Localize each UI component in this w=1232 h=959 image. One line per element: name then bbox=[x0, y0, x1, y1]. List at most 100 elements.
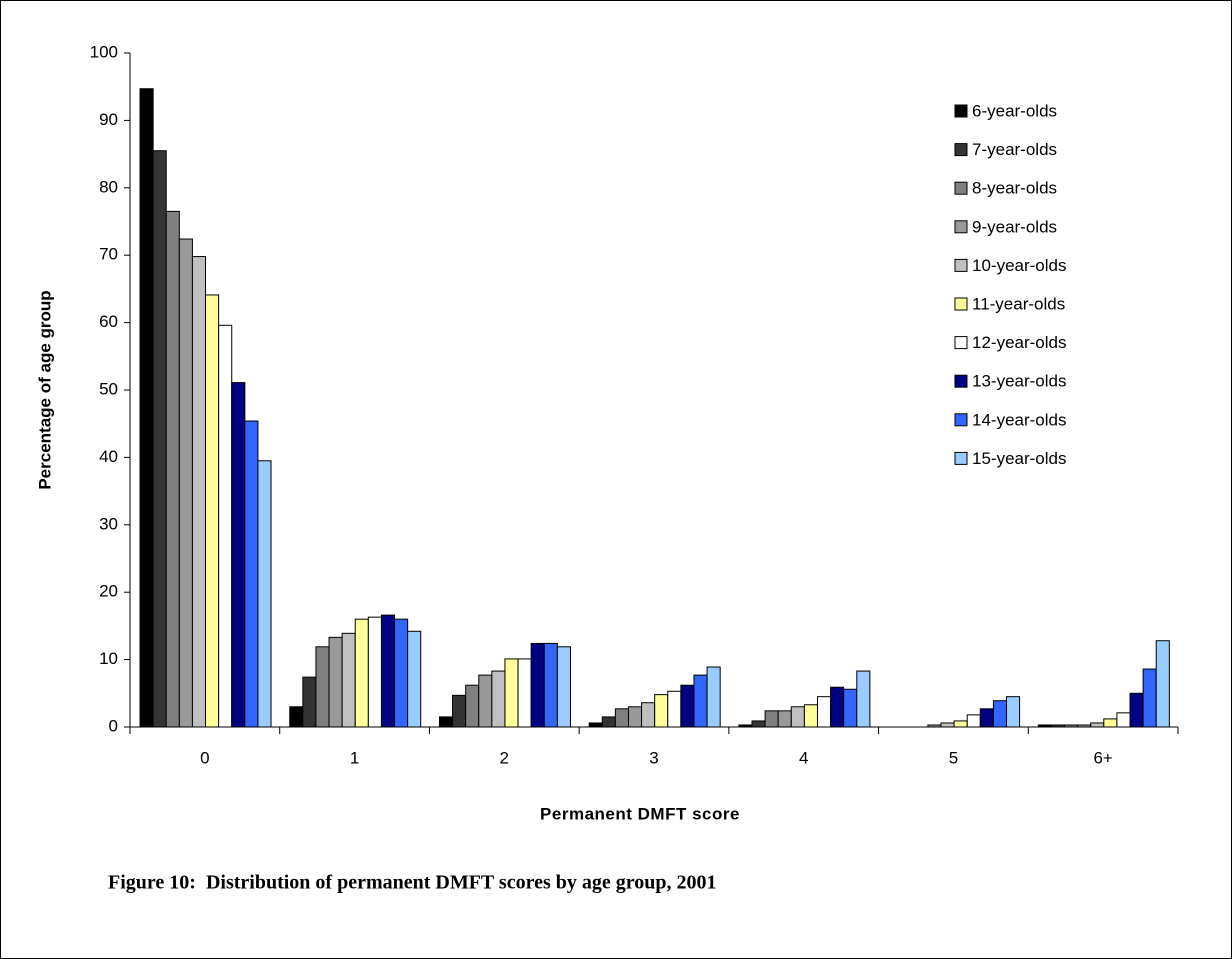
legend-label: 14-year-olds bbox=[972, 410, 1067, 429]
bar bbox=[380, 614, 396, 728]
x-tick-label: 1 bbox=[350, 748, 359, 767]
bar bbox=[504, 658, 519, 728]
bar bbox=[244, 420, 259, 728]
y-tick-label: 30 bbox=[99, 514, 118, 533]
y-tick-label: 10 bbox=[99, 649, 118, 668]
bar bbox=[979, 708, 994, 728]
bar bbox=[992, 700, 1008, 728]
bar bbox=[394, 618, 409, 728]
legend-label: 15-year-olds bbox=[972, 449, 1067, 468]
bar bbox=[165, 210, 180, 728]
x-tick-label: 0 bbox=[200, 748, 209, 767]
legend-label: 13-year-olds bbox=[972, 372, 1067, 391]
bar bbox=[231, 382, 246, 728]
bar bbox=[530, 642, 545, 728]
bar bbox=[856, 670, 871, 728]
bar bbox=[816, 696, 832, 728]
bar bbox=[614, 708, 629, 728]
bar bbox=[680, 684, 695, 728]
y-tick-label: 50 bbox=[99, 379, 118, 398]
y-tick-label: 0 bbox=[109, 716, 118, 735]
y-tick-label: 100 bbox=[90, 42, 118, 61]
bar bbox=[1006, 696, 1021, 728]
bar bbox=[152, 150, 167, 728]
legend-label: 12-year-olds bbox=[972, 333, 1067, 352]
legend-label: 7-year-olds bbox=[972, 140, 1057, 159]
bar bbox=[407, 630, 422, 728]
bar bbox=[803, 704, 818, 728]
y-tick-label: 40 bbox=[99, 447, 118, 466]
bar bbox=[191, 256, 207, 728]
legend-swatch bbox=[954, 451, 968, 465]
bar bbox=[764, 710, 779, 728]
bar bbox=[667, 690, 682, 728]
legend-swatch bbox=[954, 413, 968, 427]
legend-swatch bbox=[954, 220, 968, 234]
bar bbox=[517, 658, 532, 728]
bar bbox=[953, 720, 968, 728]
bar bbox=[830, 686, 845, 728]
legend-swatch bbox=[954, 297, 968, 311]
bar bbox=[654, 694, 669, 728]
y-tick-label: 20 bbox=[99, 582, 118, 601]
bar bbox=[139, 88, 154, 728]
bar bbox=[465, 684, 480, 728]
bar bbox=[438, 716, 454, 728]
bar bbox=[302, 676, 317, 728]
bar bbox=[341, 632, 356, 728]
legend-label: 8-year-olds bbox=[972, 179, 1057, 198]
legend-swatch bbox=[954, 336, 968, 350]
bar bbox=[367, 616, 382, 728]
legend-swatch bbox=[954, 374, 968, 388]
bar bbox=[452, 694, 467, 728]
bar bbox=[940, 722, 955, 728]
bar bbox=[641, 702, 656, 728]
bar bbox=[556, 646, 571, 728]
bar bbox=[706, 666, 721, 728]
legend-swatch bbox=[954, 258, 968, 272]
y-tick-label: 80 bbox=[99, 177, 118, 196]
bar bbox=[491, 670, 506, 728]
x-tick-label: 2 bbox=[500, 748, 509, 767]
bar bbox=[1116, 712, 1131, 728]
bar bbox=[1090, 722, 1105, 728]
x-tick-label: 5 bbox=[949, 748, 958, 767]
legend-label: 10-year-olds bbox=[972, 256, 1067, 275]
x-tick-label: 3 bbox=[649, 748, 658, 767]
legend-swatch bbox=[954, 143, 968, 157]
bar bbox=[328, 636, 343, 728]
bar bbox=[478, 674, 493, 728]
legend-swatch bbox=[954, 104, 968, 118]
bar bbox=[289, 706, 304, 728]
y-axis-title: Percentage of age group bbox=[35, 290, 54, 489]
x-tick-label: 4 bbox=[799, 748, 808, 767]
bar bbox=[1155, 640, 1170, 728]
bar bbox=[966, 714, 981, 728]
bar bbox=[257, 460, 272, 728]
bar bbox=[843, 688, 858, 728]
caption: Figure 10: Distribution of permanent DMF… bbox=[108, 872, 717, 894]
legend-label: 9-year-olds bbox=[972, 217, 1057, 236]
y-tick-label: 70 bbox=[99, 245, 118, 264]
bar bbox=[601, 716, 616, 728]
bar bbox=[751, 720, 766, 728]
bar bbox=[627, 706, 643, 728]
legend-swatch bbox=[954, 181, 968, 195]
bar bbox=[588, 722, 603, 728]
bar bbox=[790, 706, 805, 728]
legend-label: 6-year-olds bbox=[972, 101, 1057, 120]
bar bbox=[315, 646, 330, 728]
y-tick-label: 60 bbox=[99, 312, 118, 331]
x-axis-title: Permanent DMFT score bbox=[540, 804, 740, 823]
bar bbox=[693, 674, 708, 728]
bar bbox=[218, 324, 233, 728]
legend-label: 11-year-olds bbox=[972, 294, 1065, 313]
bar bbox=[543, 642, 558, 728]
bar bbox=[777, 710, 792, 728]
bar bbox=[1142, 668, 1157, 728]
bar bbox=[1129, 692, 1144, 728]
x-tick-label: 6+ bbox=[1093, 748, 1112, 767]
y-tick-label: 90 bbox=[99, 110, 118, 129]
bar bbox=[178, 238, 193, 728]
